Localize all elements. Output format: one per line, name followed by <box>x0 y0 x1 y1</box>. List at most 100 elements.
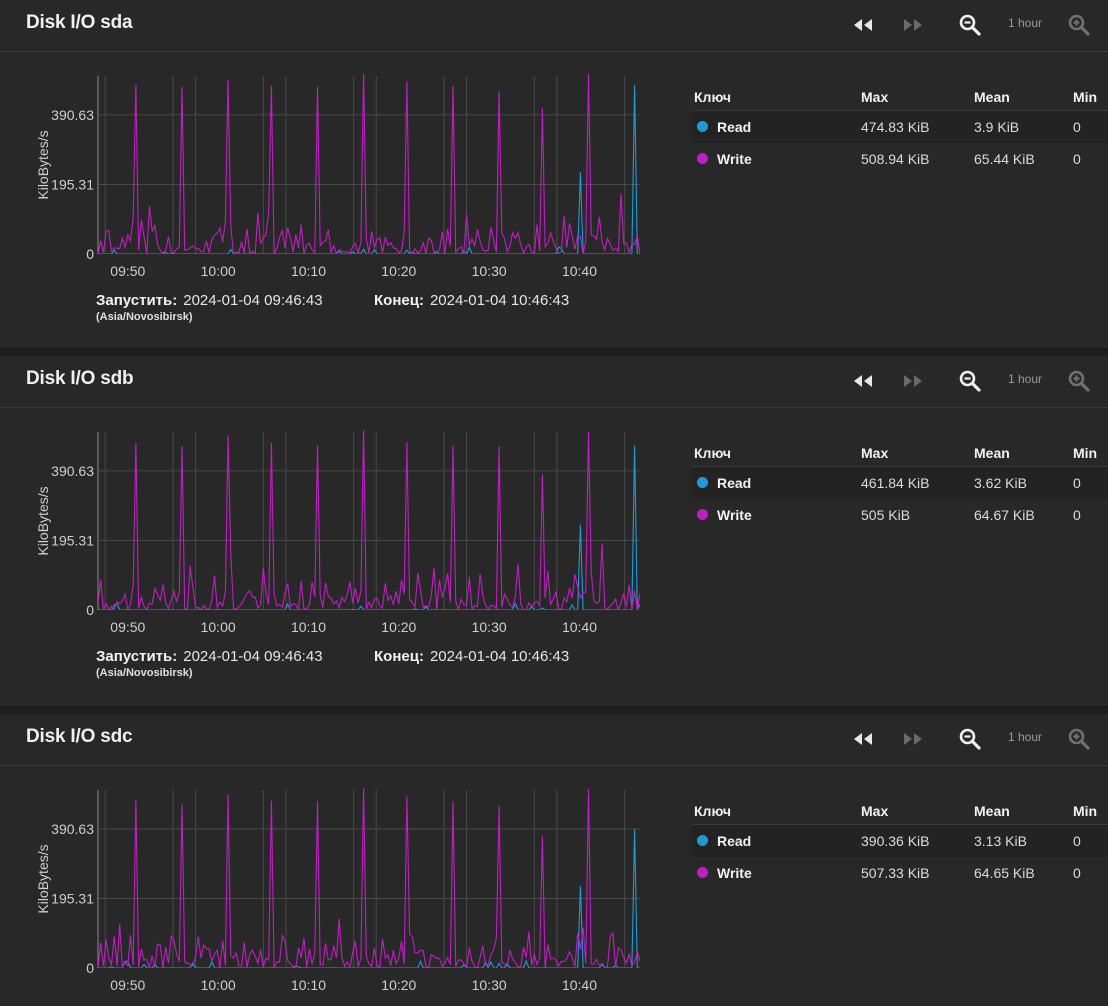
zoom-in-button[interactable] <box>1064 724 1094 754</box>
legend-mean: 64.65 KiB <box>974 865 1035 881</box>
legend-max: 505 KiB <box>861 507 911 523</box>
disk-io-chart[interactable]: 0 195.31 390.63 09:50 10:00 10:10 10:20 10:30 10… <box>0 408 660 658</box>
y-axis-label: KiloBytes/s <box>35 130 51 199</box>
rewind-button[interactable] <box>848 10 878 40</box>
range-label: 1 hour <box>1007 372 1043 386</box>
start-label: Запустить: <box>96 292 178 309</box>
legend-min: 0 <box>1073 151 1081 167</box>
x-tick-label: 09:50 <box>110 977 145 993</box>
end-value: 2024-01-04 10:46:43 <box>429 648 570 665</box>
fast-forward-button[interactable] <box>898 10 928 40</box>
y-tick-label: 195.31 <box>51 890 94 906</box>
legend-mean: 3.62 KiB <box>974 475 1027 491</box>
zoom-out-icon <box>959 14 981 36</box>
legend-min: 0 <box>1073 475 1081 491</box>
end-time: Конец: 2024-01-04 10:46:43 <box>374 648 569 665</box>
x-tick-label: 10:30 <box>472 263 507 279</box>
end-time: Конец: 2024-01-04 10:46:43 <box>374 292 569 309</box>
write-color-dot <box>697 509 708 520</box>
legend-header-min: Min <box>1073 89 1098 105</box>
legend-row-write[interactable]: Write 505 KiB 64.67 KiB 0 <box>692 499 1108 531</box>
legend-row-read[interactable]: Read 390.36 KiB 3.13 KiB 0 <box>692 825 1108 857</box>
panel-sdc: Disk I/O sdc 1 hour 0 195.31 390.63 09:50 10… <box>0 714 1108 1006</box>
y-tick-label: 0 <box>86 602 94 618</box>
legend-max: 507.33 KiB <box>861 865 930 881</box>
y-axis-label: KiloBytes/s <box>35 486 51 555</box>
legend-name: Write <box>717 151 752 167</box>
read-color-dot <box>697 835 708 846</box>
zoom-out-button[interactable] <box>955 366 985 396</box>
zoom-in-button[interactable] <box>1064 10 1094 40</box>
x-tick-label: 10:30 <box>472 619 507 635</box>
y-tick-label: 0 <box>86 246 94 262</box>
write-series-line <box>98 788 640 968</box>
legend-table: Ключ Max Mean Min Read 390.36 KiB 3.13 K… <box>692 800 1108 889</box>
legend-header-key: Ключ <box>694 445 731 461</box>
legend-header-min: Min <box>1073 803 1098 819</box>
y-tick-label: 195.31 <box>51 176 94 192</box>
fast-forward-button[interactable] <box>898 366 928 396</box>
legend-row-read[interactable]: Read 474.83 KiB 3.9 KiB 0 <box>692 111 1108 143</box>
y-axis-label: KiloBytes/s <box>35 844 51 913</box>
legend-name: Read <box>717 475 752 491</box>
x-tick-label: 10:10 <box>291 619 326 635</box>
rewind-icon <box>854 375 872 387</box>
legend-mean: 65.44 KiB <box>974 151 1035 167</box>
y-tick-label: 390.63 <box>51 107 94 123</box>
legend-mean: 3.13 KiB <box>974 833 1027 849</box>
x-tick-label: 10:40 <box>562 263 597 279</box>
fast-forward-icon <box>904 19 922 31</box>
timezone-label: (Asia/Novosibirsk) <box>96 311 193 323</box>
legend-row-read[interactable]: Read 461.84 KiB 3.62 KiB 0 <box>692 467 1108 499</box>
range-label: 1 hour <box>1007 730 1043 744</box>
legend-header-max: Max <box>861 445 889 461</box>
legend-max: 461.84 KiB <box>861 475 930 491</box>
start-label: Запустить: <box>96 648 178 665</box>
rewind-button[interactable] <box>848 724 878 754</box>
x-tick-label: 10:30 <box>472 977 507 993</box>
range-label: 1 hour <box>1007 16 1043 30</box>
legend-min: 0 <box>1073 507 1081 523</box>
fast-forward-button[interactable] <box>898 724 928 754</box>
y-tick-label: 390.63 <box>51 463 94 479</box>
legend-min: 0 <box>1073 119 1081 135</box>
legend-row-write[interactable]: Write 508.94 KiB 65.44 KiB 0 <box>692 143 1108 175</box>
panel-header: Disk I/O sdb 1 hour <box>0 356 1108 408</box>
panel-title: Disk I/O sda <box>26 12 133 33</box>
write-color-dot <box>697 153 708 164</box>
legend-min: 0 <box>1073 833 1081 849</box>
write-series-line <box>98 74 640 254</box>
zoom-out-button[interactable] <box>955 10 985 40</box>
legend-mean: 64.67 KiB <box>974 507 1035 523</box>
zoom-in-button[interactable] <box>1064 366 1094 396</box>
zoom-in-icon <box>1068 728 1090 750</box>
legend-header-key: Ключ <box>694 803 731 819</box>
x-tick-label: 10:40 <box>562 977 597 993</box>
legend-header: Ключ Max Mean Min <box>692 800 1108 825</box>
zoom-out-button[interactable] <box>955 724 985 754</box>
timezone-label: (Asia/Novosibirsk) <box>96 667 193 679</box>
y-tick-label: 195.31 <box>51 532 94 548</box>
x-tick-label: 09:50 <box>110 619 145 635</box>
start-time: Запустить: 2024-01-04 09:46:43 <box>96 292 323 309</box>
write-color-dot <box>697 867 708 878</box>
x-tick-label: 09:50 <box>110 263 145 279</box>
zoom-in-icon <box>1068 14 1090 36</box>
x-tick-label: 10:20 <box>381 977 416 993</box>
disk-io-chart[interactable]: 0 195.31 390.63 09:50 10:00 10:10 10:20 10:30 10… <box>0 52 660 302</box>
read-color-dot <box>697 477 708 488</box>
fast-forward-icon <box>904 375 922 387</box>
panel-title: Disk I/O sdb <box>26 368 134 389</box>
legend-header-key: Ключ <box>694 89 731 105</box>
x-tick-label: 10:40 <box>562 619 597 635</box>
rewind-button[interactable] <box>848 366 878 396</box>
legend-header-max: Max <box>861 803 889 819</box>
y-tick-label: 390.63 <box>51 821 94 837</box>
legend-row-write[interactable]: Write 507.33 KiB 64.65 KiB 0 <box>692 857 1108 889</box>
legend-header-mean: Mean <box>974 445 1010 461</box>
disk-io-chart[interactable]: 0 195.31 390.63 09:50 10:00 10:10 10:20 10:30 10… <box>0 766 660 1006</box>
legend-max: 474.83 KiB <box>861 119 930 135</box>
zoom-out-icon <box>959 370 981 392</box>
panel-header: Disk I/O sda 1 hour <box>0 0 1108 52</box>
legend-name: Write <box>717 865 752 881</box>
